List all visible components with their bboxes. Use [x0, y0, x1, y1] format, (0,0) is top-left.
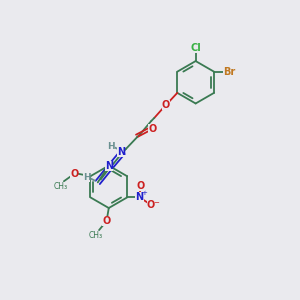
Text: H: H [83, 172, 90, 182]
Text: Cl: Cl [190, 43, 201, 52]
Text: N: N [117, 147, 125, 157]
Text: N: N [105, 161, 113, 172]
Text: −: − [153, 200, 159, 206]
Text: Br: Br [223, 67, 236, 77]
Text: CH₃: CH₃ [88, 231, 103, 240]
Text: O: O [102, 216, 110, 226]
Text: O: O [162, 100, 170, 110]
Text: +: + [141, 190, 147, 196]
Text: O: O [136, 181, 145, 191]
Text: O: O [148, 124, 157, 134]
Text: O: O [147, 200, 155, 210]
Text: CH₃: CH₃ [53, 182, 68, 191]
Text: O: O [70, 169, 78, 179]
Text: N: N [135, 192, 144, 202]
Text: H: H [107, 142, 115, 151]
